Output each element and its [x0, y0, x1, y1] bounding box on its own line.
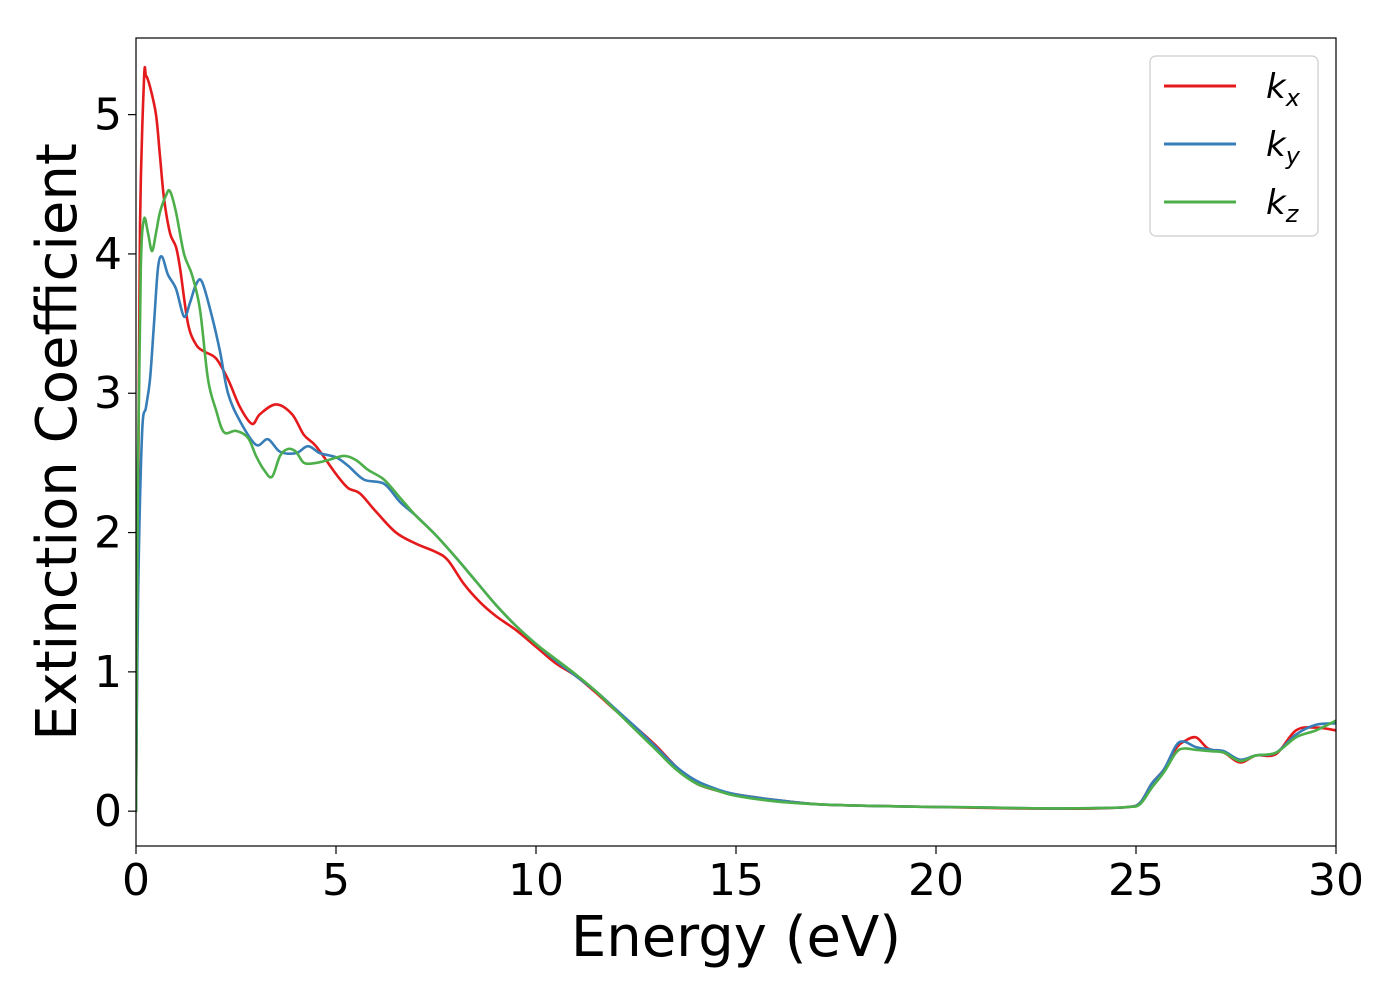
legend-label-main: k [1266, 67, 1287, 107]
y-tick-label: 0 [94, 786, 122, 837]
y-axis: 0 1 2 3 4 5 [94, 90, 136, 837]
x-tick-label: 5 [322, 855, 350, 906]
legend-label-z: kz [1266, 183, 1300, 228]
y-axis-label: Extinction Coefficient [25, 143, 90, 741]
legend-box [1149, 55, 1319, 237]
y-tick-label: 1 [94, 647, 122, 698]
y-tick-label: 3 [94, 368, 122, 419]
legend-label-subscript: z [1285, 200, 1300, 228]
series-layer [136, 65, 1336, 813]
series-line-z [136, 188, 1336, 813]
y-tick-label: 4 [94, 229, 122, 280]
y-tick-label: 5 [94, 90, 122, 141]
x-tick-label: 30 [1308, 855, 1364, 906]
legend-label-x: kx [1266, 67, 1301, 112]
y-tick-label: 2 [94, 508, 122, 559]
x-tick-label: 25 [1108, 855, 1164, 906]
x-tick-label: 20 [908, 855, 964, 906]
legend-label-subscript: x [1285, 84, 1301, 112]
legend-label-main: k [1266, 125, 1287, 165]
legend-label-y: ky [1266, 125, 1301, 170]
x-tick-label: 0 [122, 855, 150, 906]
x-tick-label: 10 [508, 855, 564, 906]
legend-label-main: k [1266, 183, 1287, 223]
x-tick-label: 15 [708, 855, 764, 906]
legend-label-subscript: y [1285, 142, 1301, 170]
x-axis-label: Energy (eV) [571, 905, 901, 970]
x-axis: 0 5 10 15 20 25 30 [122, 846, 1364, 906]
